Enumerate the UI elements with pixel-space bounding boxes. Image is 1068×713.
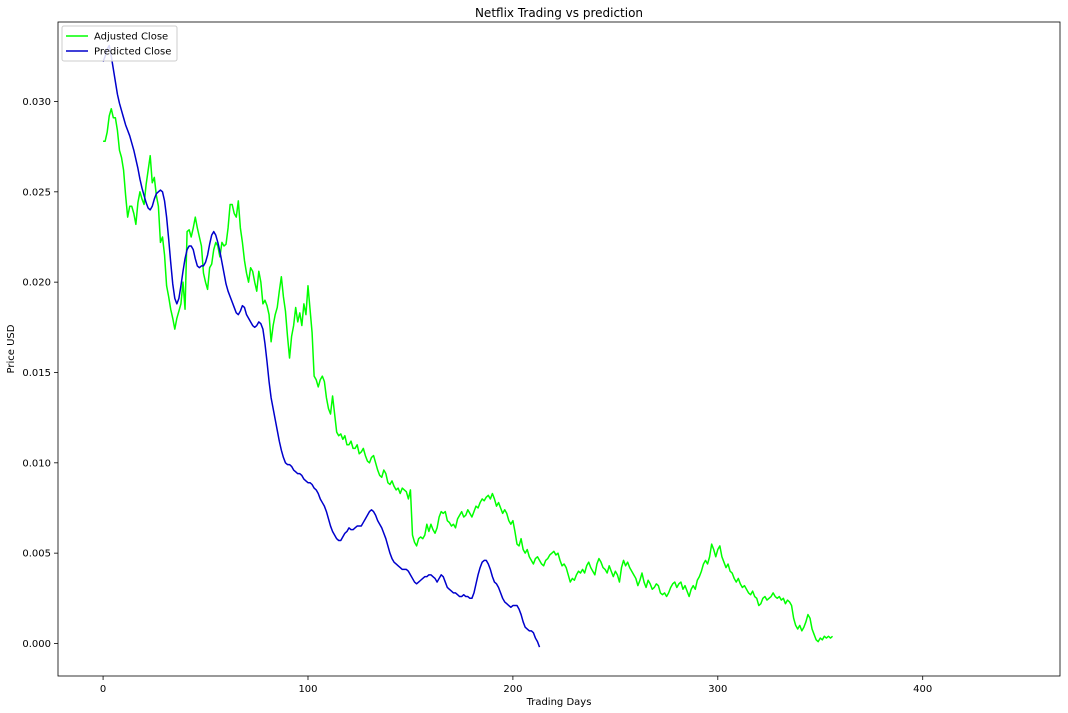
- legend-box: [61, 25, 178, 62]
- chart-title: Netflix Trading vs prediction: [475, 6, 643, 20]
- y-tick-label: 0.000: [22, 639, 51, 650]
- plot-frame: [57, 21, 1061, 677]
- y-tick-label: 0.025: [22, 187, 51, 198]
- x-tick-label: 400: [913, 684, 932, 695]
- legend-label-adjusted-close: Adjusted Close: [94, 32, 168, 43]
- y-tick-label: 0.015: [22, 368, 51, 379]
- y-tick-label: 0.005: [22, 549, 51, 560]
- x-tick-label: 300: [708, 684, 727, 695]
- y-tick-label: 0.030: [22, 97, 51, 108]
- x-tick-label: 0: [100, 684, 106, 695]
- y-tick-label: 0.020: [22, 278, 51, 289]
- x-tick-label: 200: [503, 684, 522, 695]
- series-layer: [102, 44, 834, 648]
- x-axis: 0 100 200 300 400: [100, 676, 932, 695]
- x-tick-label: 100: [298, 684, 317, 695]
- x-axis-title: Trading Days: [526, 697, 592, 708]
- y-axis-title: Price USD: [6, 324, 17, 373]
- series-line-predicted-close: [102, 44, 541, 648]
- y-axis: 0.000 0.005 0.010 0.015 0.020 0.025 0.030: [22, 97, 58, 650]
- legend: Adjusted Close Predicted Close: [61, 25, 178, 62]
- y-tick-label: 0.010: [22, 458, 51, 469]
- series-line-adjusted-close: [103, 107, 834, 643]
- legend-label-predicted-close: Predicted Close: [94, 47, 171, 58]
